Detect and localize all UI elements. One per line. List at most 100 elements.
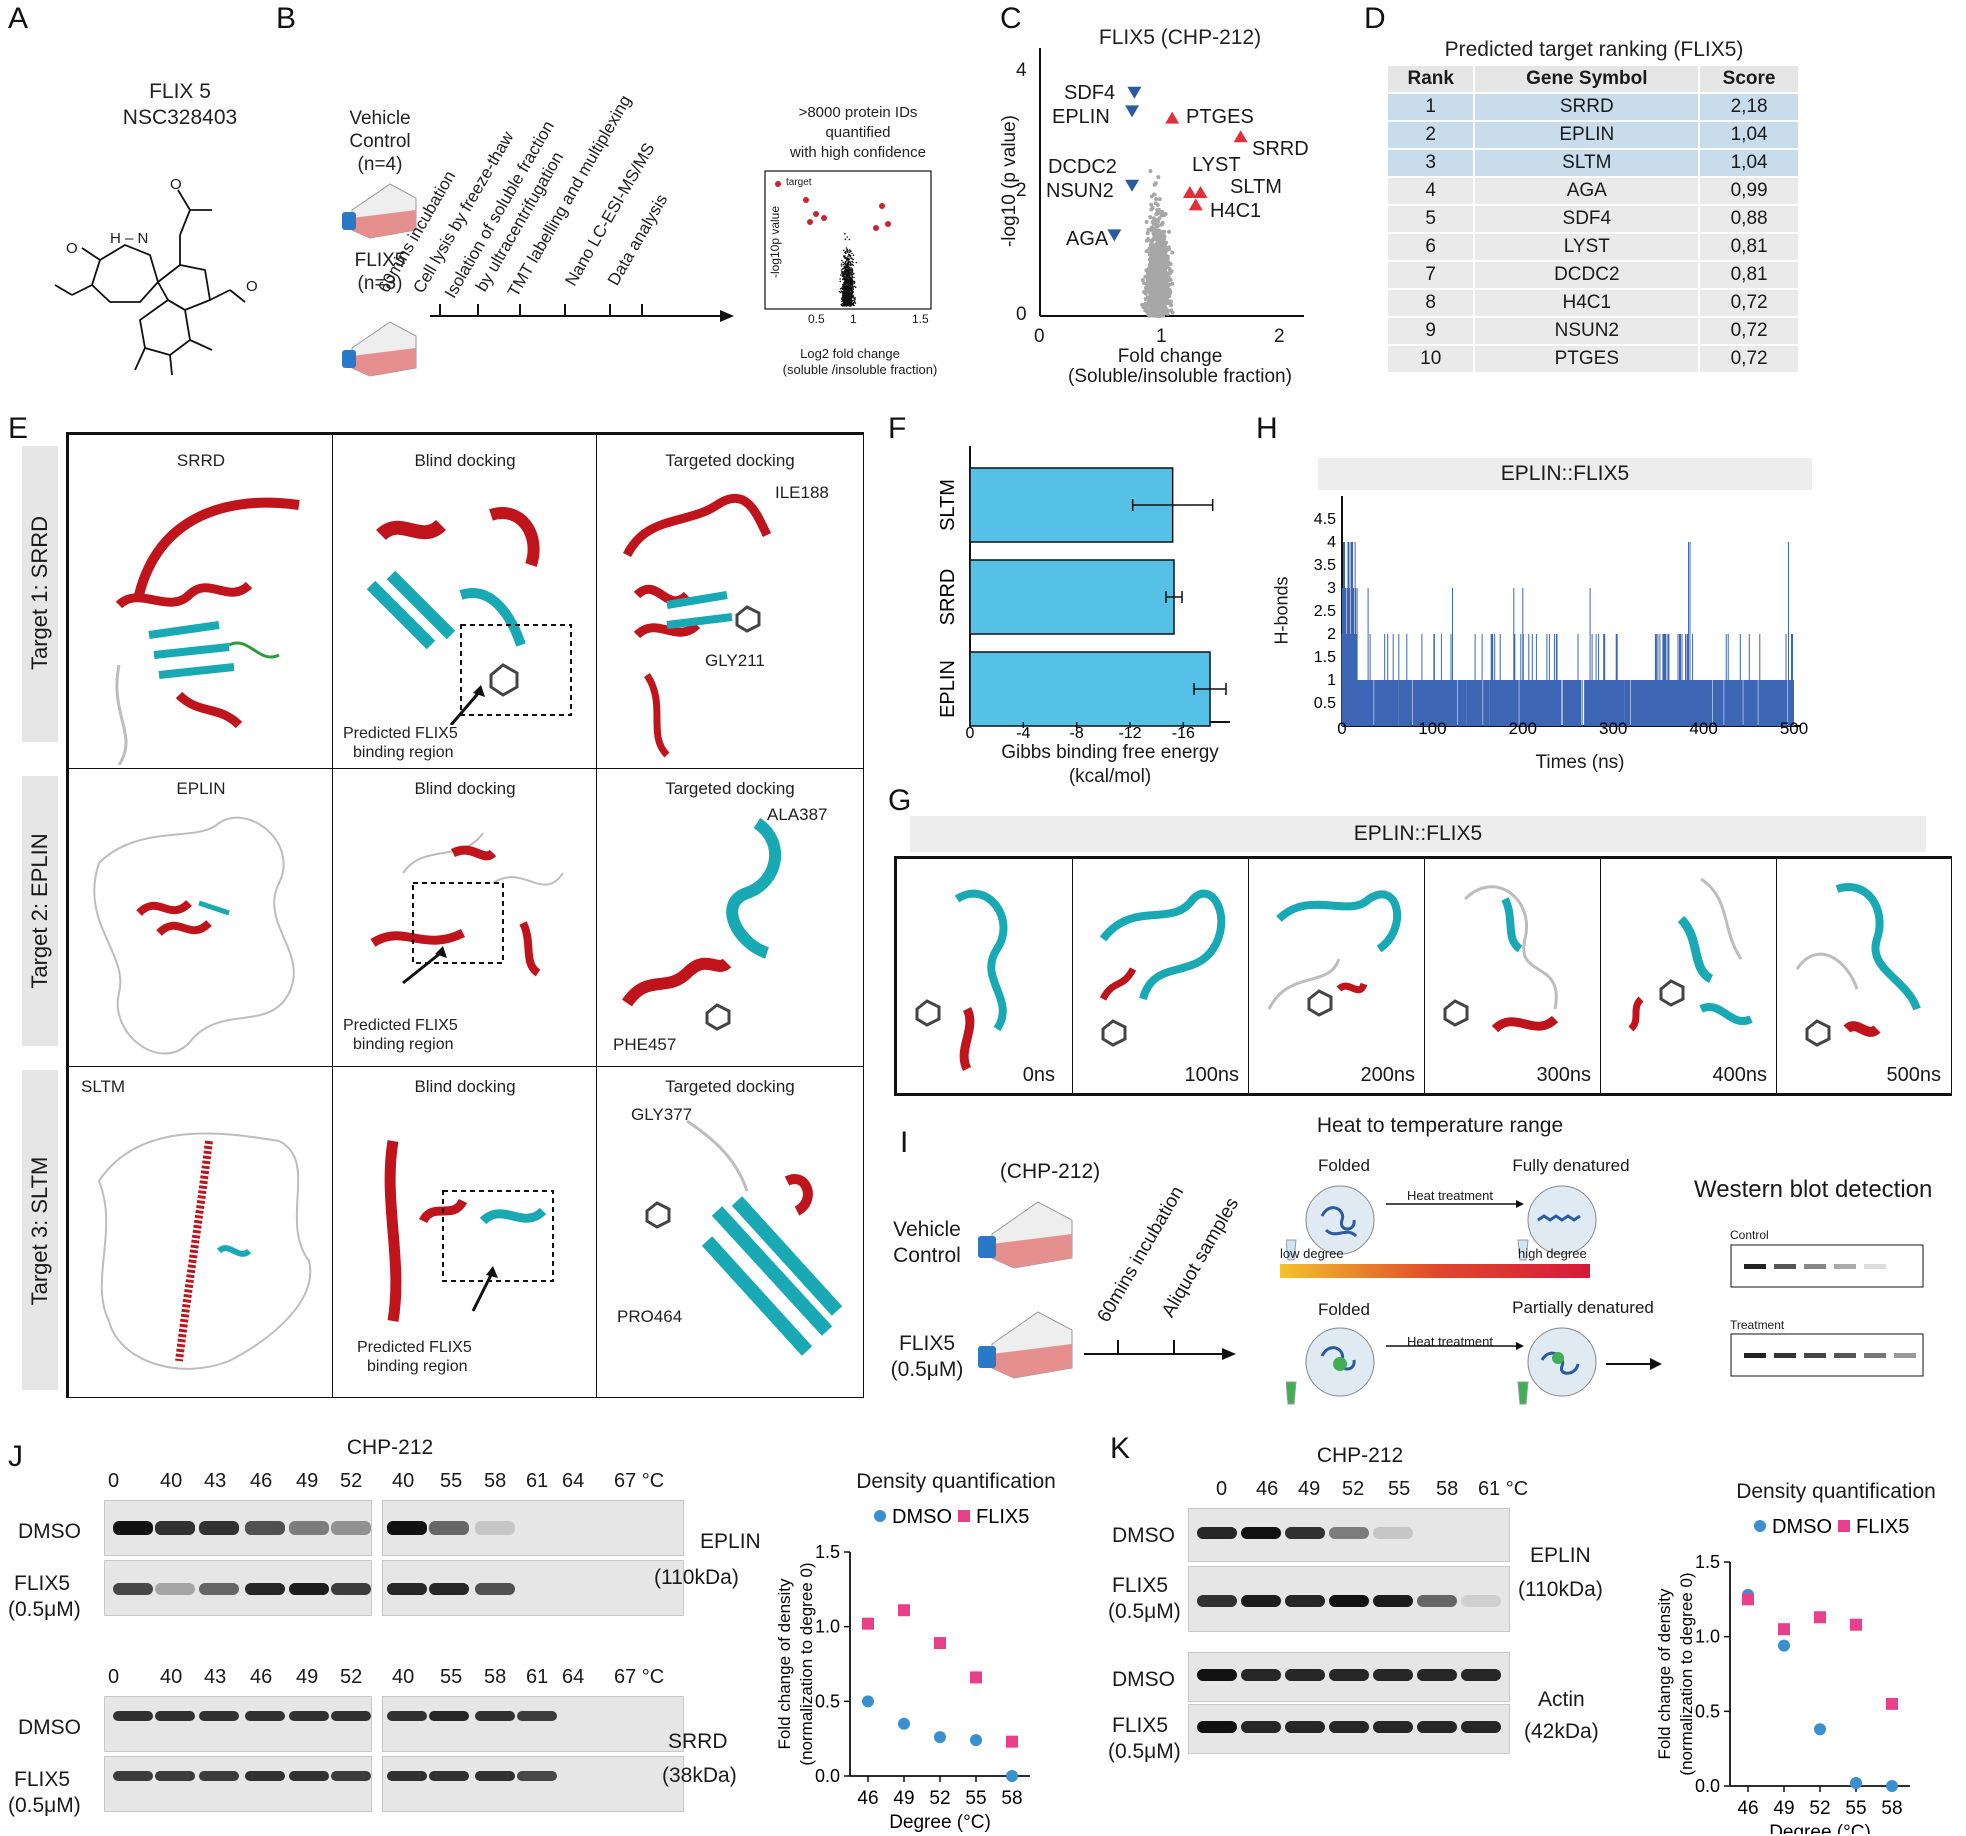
row-label-bg-1	[22, 446, 58, 742]
mini-volcano-dot	[851, 263, 853, 266]
point-dmso	[934, 1731, 946, 1744]
mini-volcano-dot	[846, 297, 848, 299]
volcano-dot	[1157, 216, 1162, 221]
cell-title: Targeted docking	[665, 779, 795, 798]
volcano-dot	[1159, 229, 1164, 234]
volcano-dot	[1164, 240, 1169, 245]
y-tick-label: 3	[1327, 580, 1336, 597]
mini-volcano-dot	[853, 272, 855, 275]
mini-volcano-dot	[849, 250, 852, 252]
cell-score: 0,81	[1699, 233, 1800, 262]
blot-band	[1461, 1721, 1501, 1733]
temperature-label: 67 °C	[614, 1666, 665, 1688]
mini-volcano-dot	[852, 258, 854, 261]
volcano-label-dcdc2: DCDC2	[1048, 156, 1117, 178]
blot-band	[331, 1583, 371, 1595]
flask-vehicle-icon	[342, 183, 417, 239]
mini-volcano-dot	[841, 274, 844, 276]
mini-volcano-dot	[841, 304, 843, 307]
blot-k-actin-dmso	[1188, 1652, 1510, 1702]
x-tick-label: 200	[1509, 719, 1537, 736]
point-flix5	[862, 1617, 874, 1630]
mini-volcano-dot	[849, 295, 852, 297]
volcano-dot	[1163, 307, 1168, 312]
volcano-dot	[1148, 169, 1153, 174]
cell-rank: 6	[1388, 233, 1476, 262]
blot-band	[289, 1771, 329, 1781]
volcano-dot	[1140, 278, 1145, 282]
mini-volcano-dot	[852, 264, 854, 267]
mini-volcano-dot	[849, 278, 851, 281]
blot-band	[1373, 1595, 1413, 1607]
mini-volcano-dot	[844, 301, 847, 304]
cell-gene: EPLIN	[1474, 121, 1701, 150]
volcano-dot	[1167, 229, 1171, 234]
mini-volcano-dot	[845, 247, 848, 249]
i-treatment-label: Treatment	[1730, 1318, 1785, 1332]
mini-volcano-dot	[852, 301, 855, 304]
mini-volcano-dot	[850, 273, 852, 276]
table-row: 3 SLTM 1,04	[1388, 149, 1800, 178]
cell-score: 0,72	[1699, 289, 1800, 318]
x-tick-label: 49	[1773, 1798, 1794, 1819]
point-flix5	[1778, 1623, 1790, 1636]
y-axis-label: Fold change of density	[775, 1578, 794, 1750]
volcano-dot	[1152, 182, 1157, 187]
temperature-label: 43	[204, 1666, 227, 1688]
x-tick-label: 46	[857, 1788, 878, 1809]
volcano-dot	[1153, 270, 1158, 275]
cell-rank: 8	[1388, 289, 1476, 318]
j-protein-srrd: SRRD	[668, 1730, 728, 1753]
blot-band	[1241, 1721, 1281, 1733]
mini-volcano-dot	[846, 301, 849, 303]
volcano-dot	[1140, 302, 1145, 307]
blind-docking-eplin	[370, 832, 564, 985]
snapshot-200ns: 200ns	[1248, 858, 1426, 1094]
mini-volcano-dot	[845, 268, 848, 271]
volcano-marker-down	[1127, 86, 1142, 99]
volcano-dot	[1164, 311, 1169, 316]
legend-dmso-marker	[1754, 1520, 1766, 1532]
volcano-dot	[1163, 253, 1168, 258]
snapshot-structure	[1443, 885, 1559, 1033]
snapshot-structure	[1795, 883, 1921, 1047]
k-protein-actin: Actin	[1538, 1688, 1585, 1711]
volcano-label-lyst: LYST	[1192, 154, 1241, 176]
point-dmso	[970, 1734, 982, 1747]
temperature-label: 40	[392, 1470, 415, 1492]
x-tick-label: 0	[966, 725, 975, 738]
mini-volcano-dot	[843, 273, 846, 276]
row-label-sltm: Target 3: SLTM	[27, 1156, 52, 1306]
temperature-label: 58	[484, 1666, 507, 1688]
cell-gene: NSUN2	[1474, 317, 1701, 346]
point-dmso	[1850, 1777, 1862, 1790]
temperature-label: 64	[562, 1470, 585, 1492]
volcano-label-eplin: EPLIN	[1052, 106, 1110, 128]
blot-band	[113, 1521, 153, 1535]
blot-j-eplin-flix-a	[104, 1560, 372, 1616]
mini-volcano-dot	[842, 288, 844, 290]
mini-volcano-dot	[844, 251, 846, 253]
blot-band	[245, 1521, 285, 1535]
volcano-dot	[1170, 281, 1175, 286]
point-flix5	[1742, 1593, 1754, 1606]
i-arrow-to-wb	[1606, 1358, 1662, 1370]
j-flix5-2: FLIX5	[14, 1768, 71, 1791]
mini-volcano-dot	[848, 261, 850, 263]
mini-volcano-target	[885, 221, 891, 227]
volcano-xtick-1: 1	[1156, 326, 1167, 347]
temperature-label: 0	[108, 1470, 120, 1492]
mini-volcano-dot	[845, 289, 848, 291]
blot-band	[1197, 1669, 1237, 1681]
volcano-dot	[1144, 281, 1149, 286]
blot-k-eplin-flix	[1188, 1566, 1510, 1632]
y-axis-label: Fold change of density	[1655, 1588, 1674, 1760]
mini-volcano-dot	[843, 256, 846, 258]
blind-docking-srrd	[366, 507, 572, 725]
y-tick-label: 2.5	[1314, 603, 1336, 620]
summary-2: quantified	[825, 124, 891, 141]
point-flix5	[898, 1604, 910, 1617]
mini-volcano-dot	[845, 274, 847, 276]
point-dmso	[1886, 1780, 1898, 1792]
cell-gene: PTGES	[1474, 345, 1701, 374]
